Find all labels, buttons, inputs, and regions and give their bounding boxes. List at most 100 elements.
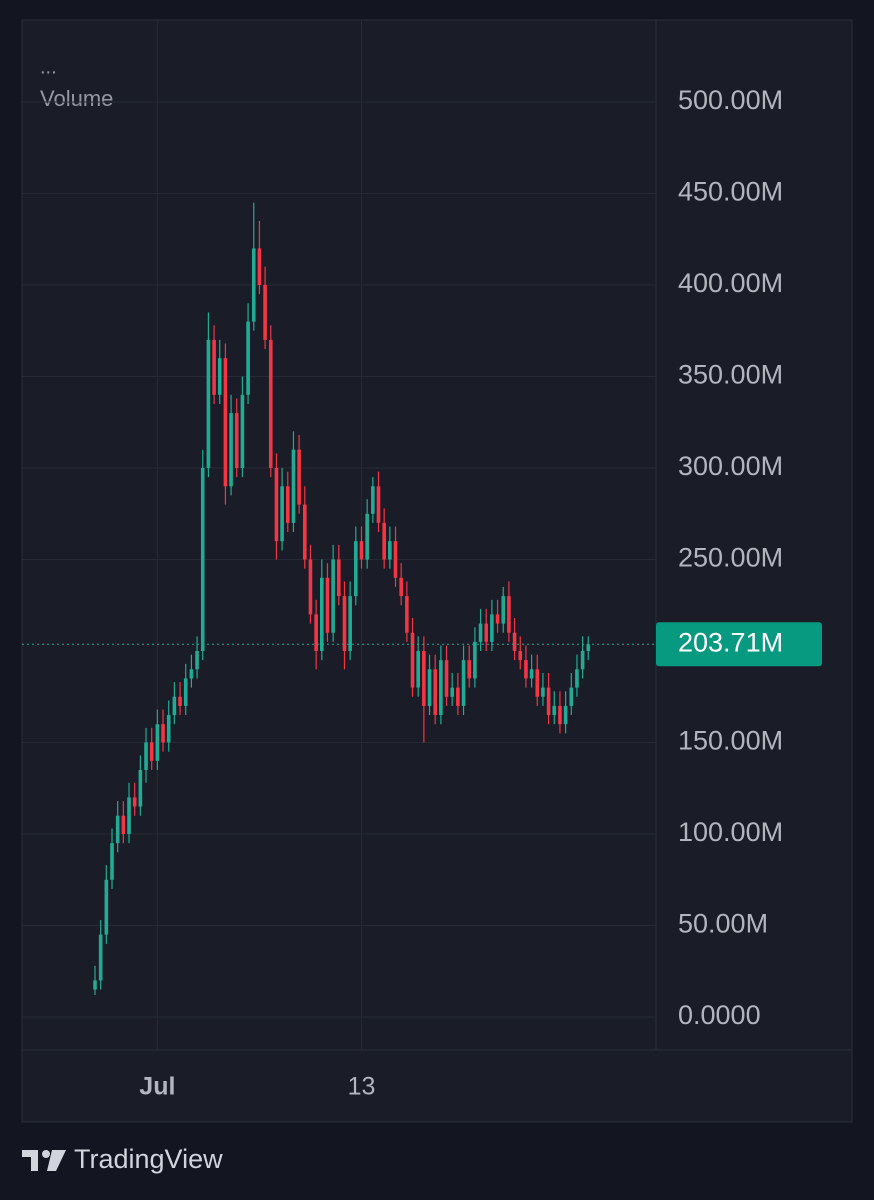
- candle-body: [93, 980, 97, 990]
- candle-body: [138, 769, 143, 807]
- candle-body: [422, 651, 426, 706]
- candle-body: [121, 815, 126, 834]
- candle-body: [302, 504, 307, 560]
- candle-body: [115, 815, 120, 844]
- candle-body: [342, 596, 347, 651]
- candle-body: [467, 660, 472, 679]
- candle-body: [490, 614, 494, 642]
- candle-body: [110, 843, 114, 880]
- candle-body: [371, 486, 375, 514]
- candle-body: [552, 705, 557, 716]
- candle-body: [575, 669, 579, 688]
- candle-body: [558, 705, 562, 725]
- candle-body: [388, 541, 392, 560]
- candle-body: [512, 632, 517, 651]
- candle-body: [427, 669, 432, 706]
- candle-body: [354, 541, 358, 597]
- candle-body: [495, 614, 500, 624]
- last-price-badge: [656, 622, 822, 667]
- brand-logo: [22, 1150, 66, 1171]
- candle-body: [127, 797, 131, 834]
- candle-body: [178, 696, 182, 706]
- candle-body: [268, 339, 273, 468]
- candle-body: [104, 879, 109, 935]
- y-tick-label: 50.00M: [678, 909, 768, 939]
- candle-body: [263, 285, 267, 340]
- candle-body: [456, 687, 460, 706]
- candle-body: [433, 669, 437, 716]
- candle-body: [365, 513, 369, 560]
- candle-body: [518, 651, 523, 661]
- candle-body: [586, 644, 591, 651]
- candle-body: [223, 358, 228, 487]
- candle-body: [240, 394, 245, 468]
- y-tick-label: 150.00M: [678, 726, 783, 756]
- chart-title: Volume: [40, 86, 113, 111]
- candle-body: [376, 486, 381, 523]
- candle-body: [291, 449, 296, 523]
- candle-body: [166, 715, 171, 743]
- candle-body: [161, 724, 165, 743]
- candle-body: [501, 596, 506, 624]
- candle-body: [382, 522, 386, 560]
- chart-panel: [21, 19, 853, 1123]
- candle-body: [285, 486, 290, 523]
- candle-body: [416, 651, 420, 688]
- candle-body: [212, 339, 216, 395]
- candle-body: [280, 486, 284, 542]
- candle-body: [348, 596, 352, 651]
- y-tick-label: 400.00M: [678, 268, 783, 298]
- indicator-dots: ...: [40, 56, 57, 78]
- candle-body: [195, 651, 199, 670]
- candle-body: [529, 669, 534, 679]
- candle-body: [563, 705, 568, 725]
- brand-name: TradingView: [74, 1144, 223, 1174]
- candle-body: [410, 632, 415, 688]
- candle-body: [155, 724, 160, 761]
- candle-body: [331, 559, 335, 633]
- candle-body: [337, 559, 341, 597]
- candle-body: [546, 687, 551, 716]
- candle-body: [132, 797, 137, 807]
- candle-body: [439, 660, 443, 716]
- candle-body: [473, 641, 477, 679]
- candle-body: [359, 541, 364, 560]
- x-tick-label: Jul: [139, 1073, 175, 1101]
- candle-body: [535, 669, 540, 697]
- candle-body: [308, 559, 313, 615]
- candle-body: [405, 596, 409, 633]
- candle-body: [478, 623, 483, 642]
- candle-body: [569, 687, 574, 706]
- candle-body: [274, 468, 279, 542]
- candle-body: [393, 541, 398, 578]
- candle-body: [461, 660, 466, 706]
- candle-body: [297, 449, 301, 505]
- candle-body: [257, 248, 262, 285]
- y-tick-label: 250.00M: [678, 543, 783, 573]
- candle-body: [229, 413, 233, 487]
- y-tick-label: 350.00M: [678, 360, 783, 390]
- candle-body: [246, 321, 250, 395]
- candle-body: [144, 742, 148, 770]
- candle-body: [314, 614, 318, 651]
- y-tick-label: 450.00M: [678, 177, 783, 207]
- candle-body: [200, 468, 205, 651]
- candle-body: [206, 339, 211, 468]
- candle-body: [399, 577, 403, 597]
- candle-body: [189, 669, 194, 679]
- candle-body: [149, 742, 154, 761]
- candle-body: [524, 660, 528, 679]
- y-tick-label: 300.00M: [678, 451, 783, 481]
- last-price-label: 203.71M: [678, 627, 783, 657]
- candle-body: [251, 248, 256, 322]
- candle-body: [507, 596, 511, 633]
- candle-body: [234, 413, 239, 468]
- y-tick-label: 0.0000: [678, 1000, 761, 1030]
- candle-body: [484, 623, 489, 642]
- y-tick-label: 100.00M: [678, 817, 783, 847]
- y-tick-label: 500.00M: [678, 85, 783, 115]
- candle-body: [325, 577, 330, 633]
- candle-body: [320, 577, 324, 651]
